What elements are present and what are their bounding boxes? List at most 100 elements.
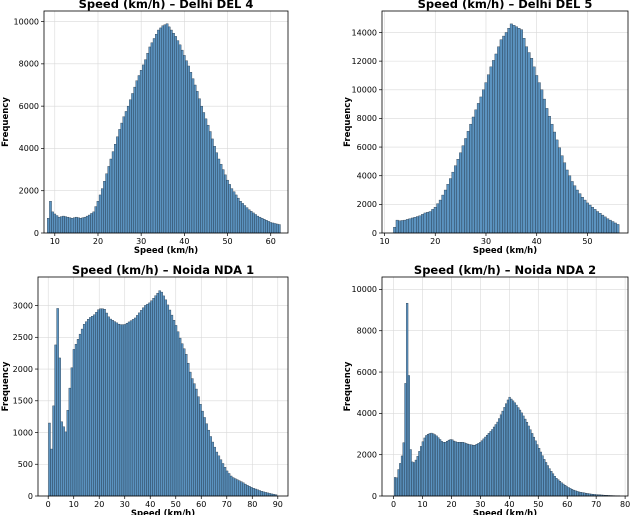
- histogram-bar: [109, 318, 112, 497]
- histogram-bar: [439, 439, 442, 497]
- histogram-bar: [62, 426, 65, 497]
- histogram-panel-2: 10 20 30 40 50 0 2000 4000 6000 8000 10000 12000 140…: [343, 0, 629, 256]
- histogram-bar: [475, 444, 478, 497]
- histogram-bar: [172, 33, 175, 234]
- histogram-bar: [116, 136, 119, 234]
- histogram-bar: [585, 202, 589, 234]
- histogram-bar: [616, 224, 620, 234]
- histogram-bar: [256, 489, 259, 497]
- histogram-bar: [62, 215, 65, 234]
- histogram-bar: [122, 116, 126, 234]
- histogram-bar: [183, 55, 186, 234]
- histogram-bar: [121, 324, 125, 497]
- histogram-bar: [107, 166, 111, 234]
- histogram-bar: [70, 218, 74, 234]
- histogram-bar: [47, 218, 50, 234]
- y-axis-label: Frequency: [1, 361, 11, 411]
- x-tick-label: 40: [179, 237, 189, 246]
- histogram-bar: [185, 60, 188, 234]
- histogram-bar: [252, 488, 255, 497]
- histogram-bar: [393, 227, 397, 234]
- y-tick-label: 8000: [357, 327, 377, 336]
- histogram-bar: [236, 479, 239, 497]
- histogram-bar: [129, 99, 132, 234]
- plot-frame: [37, 276, 289, 497]
- histogram-bar: [497, 46, 501, 234]
- x-tick-label: 20: [93, 237, 103, 246]
- histogram-bar: [486, 434, 489, 497]
- histogram-bar: [611, 221, 615, 234]
- histogram-bar: [202, 112, 206, 234]
- histogram-bar: [264, 492, 268, 497]
- x-tick-label: 20: [446, 500, 456, 509]
- histogram-bar: [572, 489, 575, 497]
- histogram-bar: [484, 82, 488, 234]
- histogram-bar: [525, 422, 529, 497]
- histogram-bar: [482, 438, 485, 497]
- histogram-bar: [432, 433, 435, 497]
- histogram-bar: [241, 203, 244, 234]
- histogram-bar: [178, 337, 182, 497]
- histogram-bar: [420, 446, 423, 497]
- histogram-bar: [88, 214, 91, 234]
- histogram-bar: [54, 344, 57, 497]
- histogram-bar: [227, 473, 231, 497]
- x-tick-label: 30: [481, 237, 491, 246]
- histogram-bar: [83, 216, 87, 234]
- histogram-bar: [407, 375, 410, 497]
- histogram-bar: [163, 24, 167, 234]
- histogram-bar: [74, 344, 78, 497]
- histogram-bar: [469, 123, 473, 234]
- histogram-bar: [471, 116, 475, 234]
- histogram-bar: [494, 424, 497, 497]
- histogram-bar: [189, 72, 193, 234]
- histogram-bar: [406, 302, 409, 497]
- histogram-bar: [101, 308, 104, 497]
- histogram-bar: [174, 36, 177, 234]
- histogram-bar: [107, 316, 110, 497]
- histogram-bar: [231, 477, 235, 497]
- histogram-bar: [520, 29, 523, 234]
- histogram-bar: [142, 64, 145, 234]
- histogram-bar: [414, 459, 417, 497]
- y-tick-label: 6000: [357, 143, 377, 152]
- histogram-bar: [472, 444, 475, 497]
- histogram-bar: [543, 459, 546, 497]
- x-tick-label: 30: [475, 500, 485, 509]
- histogram-bar: [494, 53, 498, 234]
- x-tick-label: 20: [94, 500, 104, 509]
- histogram-bar: [489, 66, 493, 234]
- histogram-bar: [409, 449, 412, 497]
- histogram-bar: [267, 221, 270, 234]
- histogram-bar: [131, 93, 134, 234]
- histogram-bar: [560, 482, 563, 497]
- histogram-bar: [400, 455, 404, 497]
- histogram-bar: [508, 396, 511, 497]
- histogram-bar: [560, 155, 564, 234]
- histogram-bar: [503, 407, 506, 497]
- histogram-bar: [436, 203, 440, 234]
- histogram-bar: [80, 328, 84, 497]
- histogram-bar: [114, 144, 117, 234]
- histogram-bar: [239, 201, 242, 234]
- histogram-bar: [404, 383, 407, 497]
- histogram-bar: [213, 446, 216, 497]
- y-tick-label: 8000: [19, 60, 39, 69]
- histogram-bar: [437, 437, 440, 497]
- histogram-bar: [506, 399, 509, 497]
- histogram-bar: [206, 124, 210, 234]
- histogram-bar: [217, 455, 221, 497]
- histogram-bar: [433, 207, 437, 234]
- histogram-bar: [93, 314, 96, 497]
- histogram-bar: [569, 488, 572, 497]
- histogram-bar: [250, 487, 253, 497]
- histogram-bar: [393, 477, 397, 497]
- histogram-bar: [156, 293, 159, 497]
- histogram-bar: [461, 145, 465, 234]
- histogram-bar: [405, 219, 409, 234]
- histogram-bar: [157, 29, 160, 234]
- histogram-bar: [55, 215, 59, 234]
- x-tick-label: 20: [430, 237, 440, 246]
- histogram-bar: [242, 482, 245, 497]
- histogram-bar: [117, 323, 121, 497]
